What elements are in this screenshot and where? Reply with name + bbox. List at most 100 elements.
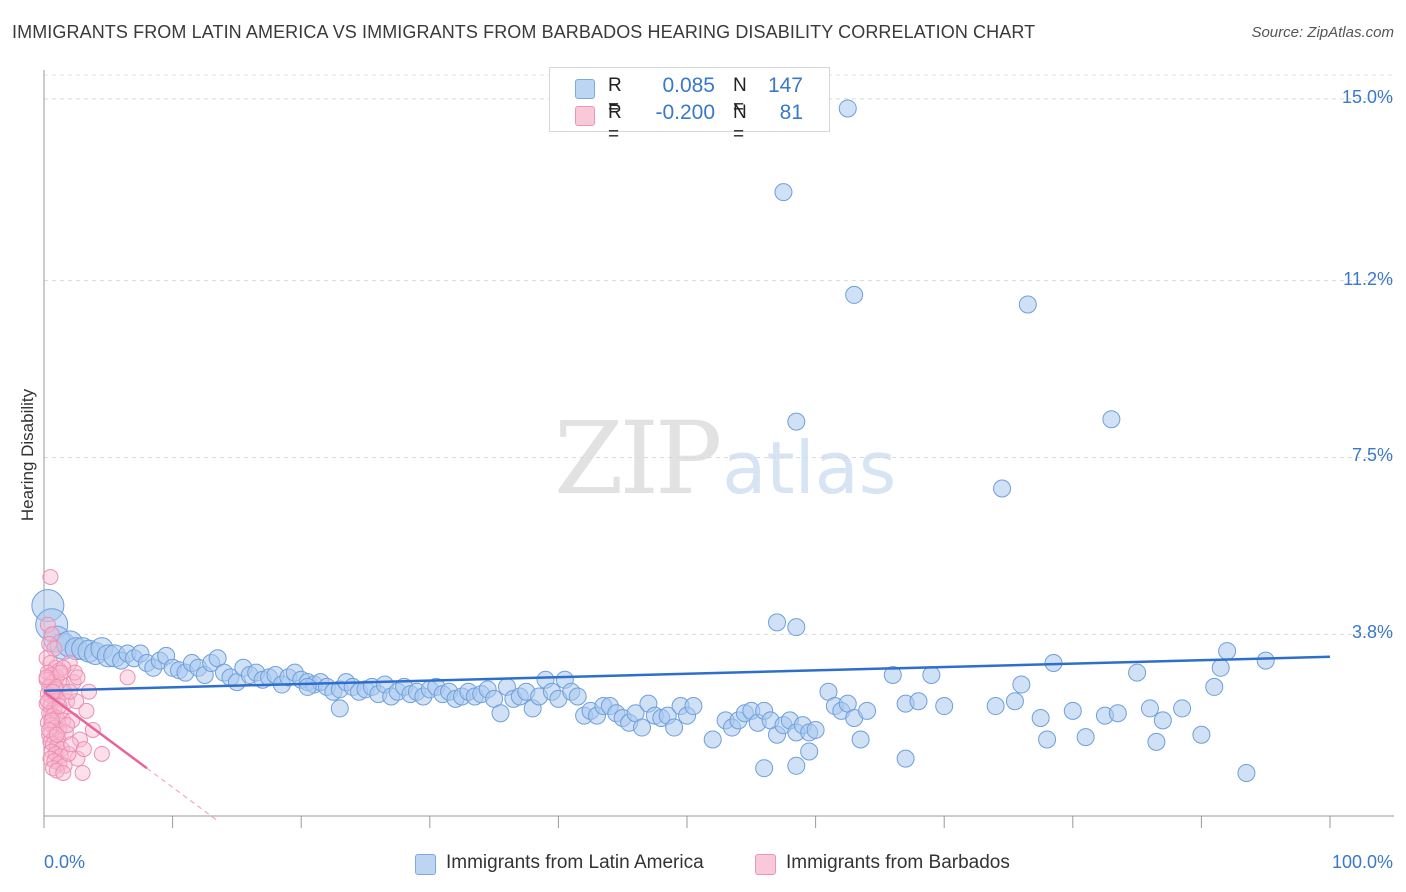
trend-line-barbados — [43, 690, 148, 770]
data-point-latin-america — [935, 697, 954, 716]
data-point-latin-america — [1256, 651, 1275, 670]
data-point-latin-america — [1005, 692, 1024, 711]
data-point-latin-america — [993, 479, 1012, 498]
gridlines — [44, 74, 1394, 635]
data-point-latin-america — [858, 701, 877, 720]
data-point-latin-america — [1076, 728, 1095, 747]
data-point-barbados — [51, 698, 68, 715]
legend-n-label: N = — [733, 102, 747, 145]
data-point-latin-america — [684, 697, 703, 716]
data-point-barbados — [59, 717, 76, 734]
data-point-barbados — [38, 669, 55, 686]
data-point-latin-america — [1173, 699, 1192, 718]
trend-line-barbados-extension — [146, 767, 218, 822]
watermark: ZIPatlas — [554, 400, 896, 517]
data-point-latin-america — [1031, 708, 1050, 727]
data-point-latin-america — [845, 285, 864, 304]
bottom-legend-swatch-blue — [415, 854, 436, 875]
data-point-barbados — [93, 745, 110, 762]
data-point-latin-america — [1218, 642, 1237, 661]
series-latin-america-points — [31, 99, 1275, 782]
data-point-latin-america — [1205, 677, 1224, 696]
data-point-latin-america — [568, 687, 587, 706]
data-point-latin-america — [1211, 658, 1230, 677]
data-point-latin-america — [787, 618, 806, 637]
data-point-latin-america — [851, 730, 870, 749]
data-point-barbados — [52, 664, 69, 681]
data-point-barbados — [119, 669, 136, 686]
data-point-latin-america — [800, 742, 819, 761]
legend-r-value: 0.085 — [662, 74, 715, 97]
data-point-latin-america — [986, 697, 1005, 716]
x-tick-label-max: 100.0% — [1331, 852, 1393, 872]
data-point-latin-america — [1038, 730, 1057, 749]
data-point-barbados — [55, 764, 72, 781]
data-point-latin-america — [755, 759, 774, 778]
data-point-barbados — [72, 731, 89, 748]
data-point-latin-america — [1192, 725, 1211, 744]
data-point-latin-america — [838, 99, 857, 118]
legend-r-label: R = — [608, 75, 622, 118]
data-point-latin-america — [1063, 701, 1082, 720]
data-point-barbados — [42, 568, 59, 585]
data-point-barbados — [78, 702, 95, 719]
legend-swatch-blue — [575, 79, 595, 99]
data-point-barbados — [48, 762, 65, 779]
stats-legend: R = 0.085 N = 147 R = -0.200 N = 81 — [549, 67, 830, 145]
data-point-latin-america — [787, 412, 806, 431]
axes — [43, 70, 1394, 828]
legend-n-value: 81 — [779, 101, 803, 124]
data-point-latin-america — [1018, 295, 1037, 314]
data-point-latin-america — [1128, 663, 1147, 682]
data-point-latin-america — [922, 665, 941, 684]
data-point-latin-america — [665, 718, 684, 737]
bottom-legend-label: Immigrants from Barbados — [786, 852, 1010, 873]
legend-swatch-pink — [575, 106, 595, 126]
chart-title: IMMIGRANTS FROM LATIN AMERICA VS IMMIGRA… — [12, 22, 1036, 42]
data-point-latin-america — [1147, 732, 1166, 751]
data-point-latin-america — [1237, 763, 1256, 782]
trend-line-latin-america — [43, 655, 1331, 692]
data-point-latin-america — [768, 613, 787, 632]
data-point-barbados — [39, 616, 56, 633]
data-point-latin-america — [909, 692, 928, 711]
data-point-barbados — [60, 745, 77, 762]
data-point-barbados — [69, 669, 86, 686]
data-point-barbados — [69, 750, 86, 767]
y-tick-label: 15.0% — [1341, 86, 1393, 107]
source-credit: Source: ZipAtlas.com — [1251, 24, 1394, 41]
legend-n-value: 147 — [767, 74, 803, 97]
data-point-latin-america — [1140, 699, 1159, 718]
bottom-legend-label: Immigrants from Latin America — [446, 852, 704, 873]
y-tick-label: 3.8% — [1351, 622, 1393, 643]
watermark-atlas: atlas — [722, 426, 897, 510]
data-point-latin-america — [491, 704, 510, 723]
data-point-barbados — [41, 721, 58, 738]
x-tick-label-min: 0.0% — [44, 852, 86, 872]
data-point-barbados — [75, 741, 92, 758]
data-point-latin-america — [787, 756, 806, 775]
data-point-barbados — [48, 726, 65, 743]
data-point-latin-america — [883, 665, 902, 684]
series-barbados-points — [38, 568, 136, 781]
data-point-latin-america — [703, 730, 722, 749]
data-point-barbados — [68, 693, 85, 710]
data-point-barbados — [55, 659, 72, 676]
data-point-latin-america — [632, 718, 651, 737]
data-point-barbados — [81, 683, 98, 700]
y-tick-label: 7.5% — [1351, 445, 1393, 466]
trend-lines — [43, 655, 1331, 822]
data-point-latin-america — [896, 749, 915, 768]
bottom-legend-swatch-pink — [755, 854, 776, 875]
legend-r-label: R = — [608, 102, 622, 145]
y-tick-label: 11.2% — [1343, 268, 1393, 289]
data-point-barbados — [43, 712, 60, 729]
data-point-latin-america — [330, 699, 349, 718]
data-point-barbados — [61, 683, 78, 700]
data-point-latin-america — [1012, 675, 1031, 694]
data-point-latin-america — [298, 677, 317, 696]
data-point-latin-america — [1153, 711, 1172, 730]
data-point-latin-america — [774, 183, 793, 202]
watermark-zip: ZIP — [554, 400, 722, 517]
